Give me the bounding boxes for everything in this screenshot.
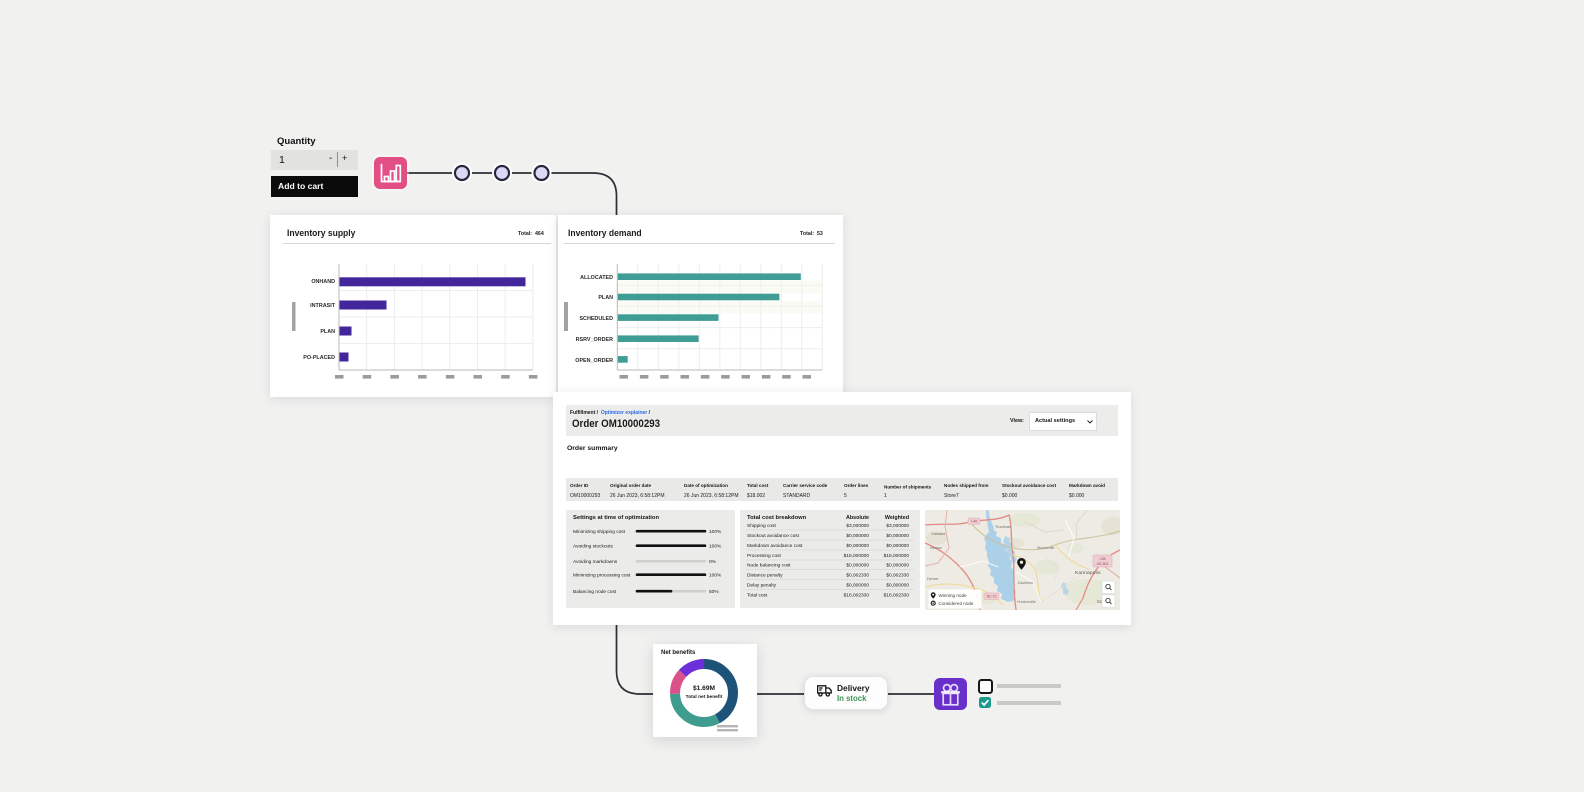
svg-text:INTRASIT: INTRASIT (310, 303, 336, 309)
svg-text:Weighted: Weighted (885, 515, 909, 521)
svg-text:NC-73: NC-73 (987, 595, 997, 599)
svg-text:Total net benefit: Total net benefit (686, 694, 723, 700)
svg-text:Total cost: Total cost (747, 593, 768, 599)
svg-text:I-85: I-85 (1099, 557, 1105, 561)
svg-text:PLAN: PLAN (598, 295, 613, 301)
svg-text:50%: 50% (709, 589, 719, 595)
svg-text:Number of shipments: Number of shipments (884, 485, 932, 490)
svg-text:Settings at time of optimizati: Settings at time of optimization (573, 515, 659, 521)
svg-text:26 Jun 2023, 6:58:12PM: 26 Jun 2023, 6:58:12PM (610, 493, 665, 499)
svg-text:Kannapolis: Kannapolis (1075, 570, 1101, 576)
svg-text:$0,000000: $0,000000 (886, 543, 909, 549)
svg-text:Distance penalty: Distance penalty (747, 573, 783, 579)
svg-text:Nodes shipped from: Nodes shipped from (944, 483, 988, 488)
svg-text:Total cost: Total cost (747, 483, 769, 488)
svg-text:Order lines: Order lines (844, 483, 869, 488)
svg-text:Markdown avoid: Markdown avoid (1069, 483, 1105, 488)
svg-text:$0.000: $0.000 (1069, 493, 1085, 499)
svg-text:Total cost breakdown: Total cost breakdown (747, 515, 807, 521)
svg-text:$0,000000: $0,000000 (886, 563, 909, 569)
svg-text:$18,002330: $18,002330 (884, 593, 910, 599)
svg-text:Mocksville: Mocksville (1037, 546, 1055, 550)
svg-text:Avoiding markdowns: Avoiding markdowns (573, 559, 618, 565)
svg-text:Date of optimization: Date of optimization (684, 483, 728, 488)
svg-text:I-40: I-40 (971, 520, 977, 524)
svg-text:100%: 100% (709, 544, 722, 550)
svg-text:0%: 0% (709, 559, 717, 565)
svg-text:Troutman: Troutman (995, 525, 1011, 529)
svg-text:1: 1 (884, 493, 887, 499)
svg-text:Denver: Denver (927, 577, 939, 581)
svg-text:$0,000000: $0,000000 (886, 533, 909, 539)
svg-text:Considered node: Considered node (939, 601, 974, 606)
svg-text:$0,000000: $0,000000 (846, 533, 869, 539)
svg-text:Catawba: Catawba (931, 532, 945, 536)
svg-text:$3,000000: $3,000000 (846, 523, 869, 529)
svg-text:PLAN: PLAN (320, 329, 335, 335)
svg-text:Winning node: Winning node (939, 593, 968, 598)
svg-text:OM10000293: OM10000293 (570, 493, 601, 499)
svg-text:100%: 100% (709, 529, 722, 535)
svg-text:Davidson: Davidson (1018, 581, 1033, 585)
svg-text:PO-PLACED: PO-PLACED (303, 355, 335, 361)
svg-text:$0,000000: $0,000000 (886, 583, 909, 589)
svg-text:Huntersville: Huntersville (1017, 600, 1036, 604)
svg-text:$15,000000: $15,000000 (884, 553, 910, 559)
svg-text:RSRV_ORDER: RSRV_ORDER (576, 337, 613, 343)
svg-text:Shipping cost: Shipping cost (747, 523, 776, 529)
svg-text:100%: 100% (709, 573, 722, 579)
svg-text:Processing cost: Processing cost (747, 553, 782, 559)
svg-text:5: 5 (844, 493, 847, 499)
svg-text:Stockout avoidance cost: Stockout avoidance cost (747, 533, 800, 539)
svg-text:Store7: Store7 (944, 493, 959, 499)
svg-text:$0,000000: $0,000000 (846, 563, 869, 569)
svg-text:Newton: Newton (930, 546, 942, 550)
svg-text:Balancing node cost: Balancing node cost (573, 589, 617, 595)
svg-text:Minimizing shipping cost: Minimizing shipping cost (573, 529, 626, 535)
svg-text:$0,000000: $0,000000 (846, 583, 869, 589)
svg-text:$15,000000: $15,000000 (844, 553, 870, 559)
svg-text:$1.69M: $1.69M (693, 685, 716, 692)
svg-text:Markdown avoidance cost: Markdown avoidance cost (747, 543, 803, 549)
svg-text:STANDARD: STANDARD (783, 493, 811, 499)
svg-text:$0,000000: $0,000000 (846, 543, 869, 549)
svg-text:$3,000000: $3,000000 (886, 523, 909, 529)
svg-text:26 Jun 2023, 6:58:12PM: 26 Jun 2023, 6:58:12PM (684, 493, 739, 499)
svg-text:Absolute: Absolute (846, 515, 869, 521)
svg-text:Order ID: Order ID (570, 483, 589, 488)
svg-text:$0,002330: $0,002330 (886, 573, 909, 579)
svg-text:OPEN_ORDER: OPEN_ORDER (575, 358, 613, 364)
svg-text:$18.002: $18.002 (747, 493, 765, 499)
svg-text:Stockout avoidance cost: Stockout avoidance cost (1002, 483, 1057, 488)
svg-text:Minimizing processing cost: Minimizing processing cost (573, 573, 631, 579)
svg-text:Carrier service code: Carrier service code (783, 483, 828, 488)
svg-text:$0,002330: $0,002330 (846, 573, 869, 579)
svg-text:US-601: US-601 (1097, 562, 1109, 566)
svg-text:SCHEDULED: SCHEDULED (579, 316, 613, 322)
svg-text:ONHAND: ONHAND (311, 279, 335, 285)
svg-text:$0.000: $0.000 (1002, 493, 1018, 499)
svg-text:Delay penalty: Delay penalty (747, 583, 777, 589)
svg-text:$18,002330: $18,002330 (844, 593, 870, 599)
svg-text:Node balancing cost: Node balancing cost (747, 563, 791, 569)
svg-text:Original order date: Original order date (610, 483, 652, 488)
svg-text:ALLOCATED: ALLOCATED (580, 275, 613, 281)
svg-text:Avoiding stockouts: Avoiding stockouts (573, 544, 614, 550)
